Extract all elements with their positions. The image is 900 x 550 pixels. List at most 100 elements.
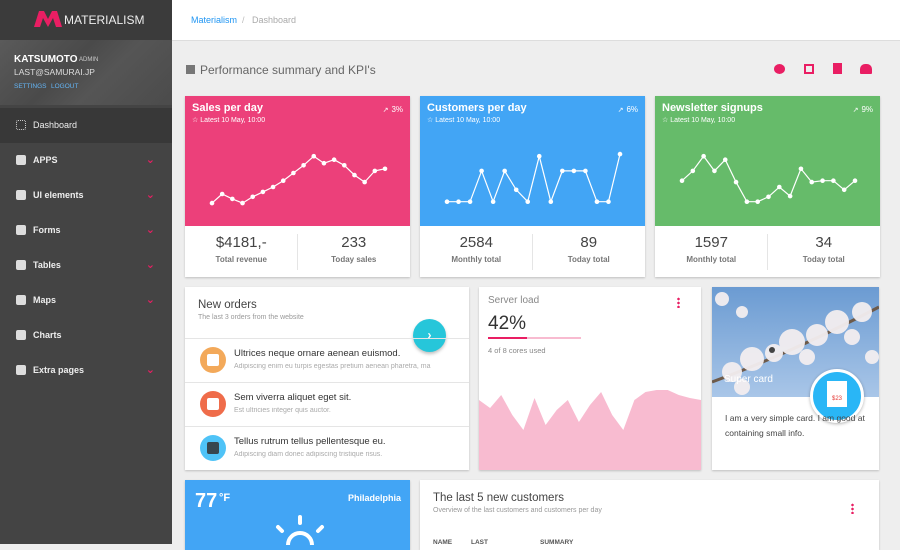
action-icon[interactable] (774, 64, 785, 74)
menu-chevron: ⌄ (145, 259, 155, 271)
order-icon-glyph (207, 398, 219, 410)
kpi-subtitle: ☆ Latest 10 May, 10:00 (662, 116, 735, 124)
menu-item[interactable]: Maps ⌄ (0, 283, 172, 318)
sparkline-point (456, 199, 461, 204)
more-menu[interactable] (851, 503, 854, 514)
receipt-price: $23 (831, 396, 842, 402)
sparkline-point (301, 163, 306, 168)
kpi-subtitle-text: Latest 10 May, 10:00 (670, 117, 736, 124)
sparkline-line (211, 155, 386, 204)
action-icon[interactable] (804, 64, 814, 74)
kpi-header: Sales per day ☆ Latest 10 May, 10:00 ↗ 3% (185, 96, 410, 226)
menu-item[interactable]: Extra pages ⌄ (0, 353, 172, 388)
super-card-title: Super card (724, 374, 773, 385)
trend-icon: ↗ (852, 107, 859, 114)
sparkline-point (490, 199, 496, 204)
kpi-change: ↗ 9% (853, 105, 873, 114)
order-icon-glyph (207, 442, 219, 454)
kpi-stat: 34 Today total (768, 234, 881, 264)
weather-card: 77 °F Philadelphia (185, 480, 410, 550)
kpi-change-text: 6% (626, 105, 638, 114)
trend-icon: ↗ (382, 107, 389, 114)
menu-chevron: ⌄ (145, 294, 155, 306)
menu-label: APPS (33, 155, 58, 165)
sparkline-point (679, 178, 685, 183)
stat-label: Monthly total (686, 255, 737, 264)
sparkline-point (852, 178, 858, 183)
menu-item[interactable]: Charts (0, 318, 172, 353)
breadcrumb-link[interactable]: Materialism (191, 15, 238, 25)
sparkline-point (260, 189, 266, 195)
sparkline-point (219, 191, 225, 197)
server-load-card: Server load 42% 4 of 8 cores used (479, 287, 701, 470)
menu-label: Maps (33, 295, 57, 305)
star-icon: ☆ (662, 117, 671, 124)
menu-item[interactable]: APPS ⌄ (0, 143, 172, 178)
more-menu[interactable] (677, 297, 680, 308)
sparkline-point (755, 199, 760, 204)
sparkline-point (280, 178, 286, 183)
sparkline-point (744, 199, 750, 204)
order-subtitle: Adipiscing diam donec adipiscing tristiq… (234, 451, 383, 458)
kpi-card: Newsletter signups ☆ Latest 10 May, 10:00… (655, 96, 880, 277)
action-icon[interactable] (833, 63, 842, 74)
stat-label: Monthly total (451, 255, 502, 264)
sparkline-point (733, 179, 739, 185)
menu-chevron: ⌄ (145, 224, 155, 236)
menu-label: Forms (33, 225, 61, 235)
stat-divider (297, 234, 298, 270)
kpi-stat: 89 Today total (533, 234, 646, 264)
sparkline-point (841, 187, 847, 193)
sparkline-point (502, 168, 507, 174)
server-load-note: 4 of 8 cores used (488, 346, 546, 355)
sparkline-point (331, 157, 337, 162)
sparkline-point (291, 170, 296, 176)
column-header: SUMMARY (540, 539, 574, 546)
super-card-text: I am a very simple card. I am good at co… (725, 413, 865, 438)
menu-item[interactable]: UI elements ⌄ (0, 178, 172, 213)
receipt-icon: $23 (827, 381, 847, 407)
menu-item[interactable]: Dashboard (0, 108, 172, 143)
order-subtitle: Adipiscing enim eu turpis egestas pretiu… (234, 363, 431, 370)
action-icon[interactable] (860, 64, 872, 74)
logout-link[interactable]: LOGOUT (51, 83, 79, 90)
menu-item[interactable]: Forms ⌄ (0, 213, 172, 248)
sparkline-point (594, 199, 600, 204)
sparkline (209, 153, 388, 206)
kpi-title: Newsletter signups (662, 102, 763, 114)
menu-item[interactable]: Tables ⌄ (0, 248, 172, 283)
brand-bar: MATERIALISM (0, 0, 172, 40)
menu-chevron: ⌄ (145, 364, 155, 376)
sparkline-point (525, 199, 531, 204)
kpi-stat: 1597 Monthly total (655, 234, 768, 264)
sparkline-point (209, 200, 215, 206)
menu-icon (16, 120, 26, 130)
weather-temp: 77 (195, 490, 218, 512)
sparkline-point (311, 153, 317, 159)
brand-logo (34, 11, 62, 27)
sparkline-point (230, 196, 235, 202)
sparkline-point (270, 184, 276, 190)
top-bar: Materialism / Dashboard (172, 0, 900, 41)
sparkline-point (560, 168, 565, 174)
stat-value: 34 (815, 234, 833, 251)
orders-subtitle: The last 3 orders from the website (198, 314, 304, 321)
menu-label: Tables (33, 260, 61, 270)
order-title: Ultrices neque ornare aenean euismod. (234, 348, 401, 359)
order-title: Tellus rutrum tellus pellentesque eu. (234, 436, 386, 447)
sparkline-point (831, 178, 836, 183)
breadcrumb-current: Dashboard (252, 15, 297, 25)
menu-icon (16, 155, 26, 165)
settings-link[interactable]: SETTINGS (14, 83, 47, 90)
order-subtitle: Est ultricies integer quis auctor. (234, 407, 331, 414)
sparkline-point (787, 193, 793, 199)
menu-icon (16, 225, 26, 235)
orders-button[interactable]: › (413, 319, 446, 352)
weather-unit: °F (219, 492, 231, 504)
order-icon (200, 435, 226, 461)
kpi-subtitle: ☆ Latest 10 May, 10:00 (427, 116, 500, 124)
menu-chevron: ⌄ (145, 189, 155, 201)
sun-icon (276, 515, 324, 545)
sparkline-point (382, 166, 388, 172)
